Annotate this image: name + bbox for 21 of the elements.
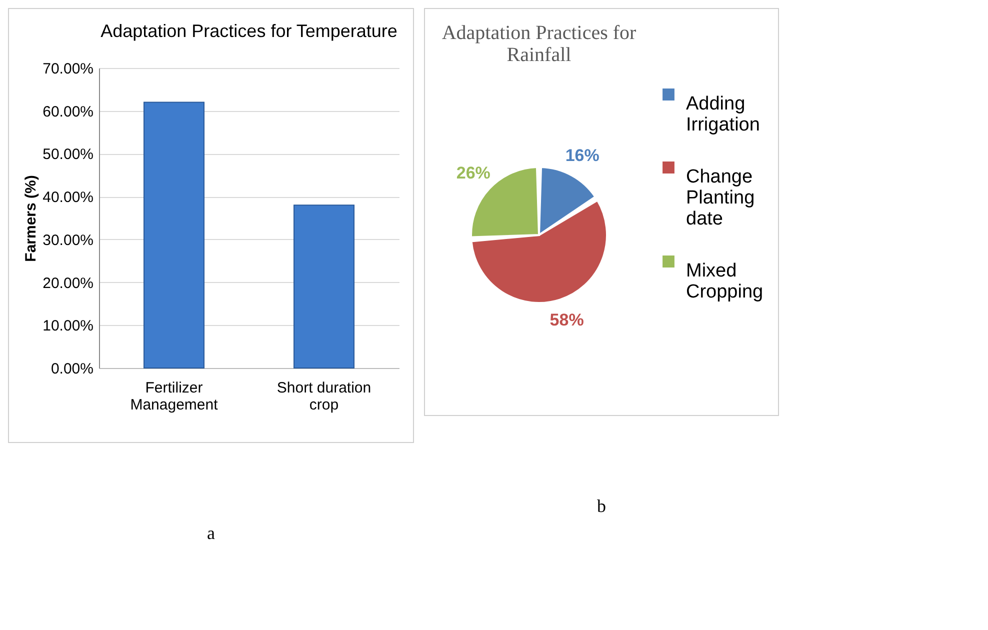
y-tick-label: 70.00%: [42, 60, 94, 78]
data-label: 26%: [456, 163, 490, 182]
y-tick-label: 20.00%: [42, 274, 94, 292]
y-tick-label: 10.00%: [42, 318, 94, 335]
text: a: [207, 523, 215, 544]
y-axis-title: Farmers (%): [22, 175, 40, 262]
text: b: [597, 496, 606, 517]
legend-label: Adding Irrigation: [686, 94, 760, 136]
x-tick-label: Short duration crop: [276, 380, 372, 414]
y-tick-label: 40.00%: [42, 189, 94, 206]
legend-label: Change Planting date: [686, 166, 755, 230]
legend-label: Mixed Cropping: [686, 260, 764, 302]
y-tick-label: 60.00%: [42, 103, 94, 120]
y-tick-label: 50.00%: [42, 146, 94, 164]
y-tick-label: 30.00%: [42, 232, 94, 249]
data-label: 58%: [550, 310, 584, 330]
chart-title: Adaptation Practices for Rainfall: [442, 22, 637, 66]
data-label: 16%: [565, 146, 600, 166]
y-tick-label: 0.00%: [50, 360, 94, 378]
x-tick-label: Fertilizer Management: [130, 380, 219, 414]
chart-title: Adaptation Practices for Temperature: [100, 21, 398, 41]
